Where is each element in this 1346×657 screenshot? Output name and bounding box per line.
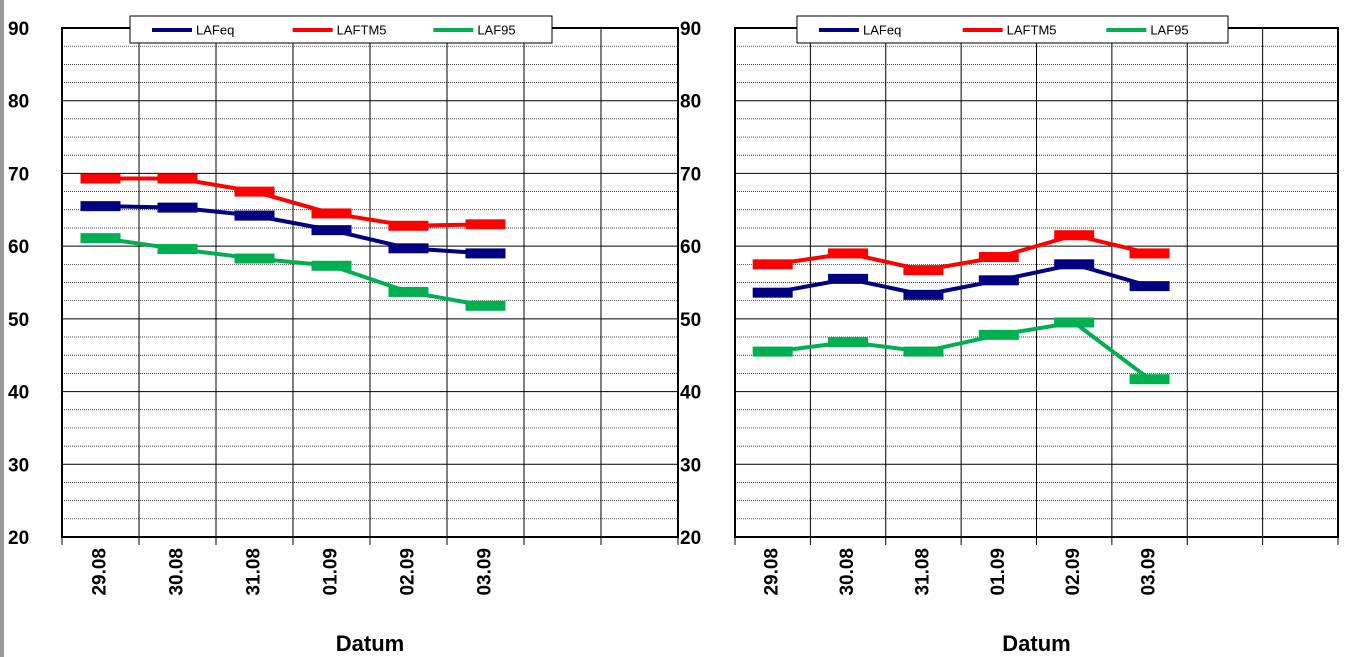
- marker: [1129, 248, 1170, 259]
- x-tick-label: 03.09: [1139, 548, 1160, 596]
- marker: [978, 275, 1019, 286]
- y-tick-label: 70: [680, 164, 701, 185]
- y-tick-label: 30: [680, 455, 701, 476]
- marker: [1054, 230, 1095, 241]
- y-tick-label: 50: [8, 310, 29, 331]
- marker: [1054, 259, 1095, 270]
- legend-label: LAF95: [1150, 22, 1188, 37]
- x-tick-label: 31.08: [244, 548, 265, 596]
- marker: [465, 219, 506, 230]
- marker: [465, 300, 506, 311]
- marker: [234, 210, 275, 221]
- y-tick-label: 50: [680, 310, 701, 331]
- legend-label: LAFTM5: [1007, 22, 1057, 37]
- x-tick-label: 29.08: [762, 548, 783, 596]
- marker: [1129, 374, 1170, 385]
- marker: [157, 173, 198, 184]
- marker: [903, 346, 944, 357]
- marker: [388, 286, 429, 297]
- legend-label: LAFeq: [863, 22, 901, 37]
- x-tick-label: 01.09: [988, 548, 1009, 596]
- marker: [157, 202, 198, 213]
- y-tick-label: 70: [8, 164, 29, 185]
- x-tick-label: 30.08: [837, 548, 858, 596]
- marker: [752, 346, 793, 357]
- marker: [80, 233, 121, 244]
- marker: [234, 253, 275, 264]
- x-tick-label: 03.09: [475, 548, 496, 596]
- y-tick-label: 90: [680, 19, 701, 40]
- y-tick-label: 30: [8, 455, 29, 476]
- marker: [388, 243, 429, 254]
- y-tick-label: 80: [680, 92, 701, 113]
- marker: [157, 244, 198, 255]
- legend-box: [796, 15, 1229, 44]
- marker: [828, 337, 869, 348]
- x-tick-label: 30.08: [167, 548, 188, 596]
- legend-label: LAF95: [477, 22, 515, 37]
- x-tick-label: 01.09: [321, 548, 342, 596]
- legend-box: [129, 15, 553, 44]
- marker: [80, 173, 121, 184]
- marker: [388, 220, 429, 231]
- marker: [465, 248, 506, 259]
- y-tick-label: 40: [680, 383, 701, 404]
- y-tick-label: 60: [680, 237, 701, 258]
- y-tick-label: 20: [680, 528, 701, 549]
- x-tick-label: 02.09: [398, 548, 419, 596]
- y-tick-label: 40: [8, 383, 29, 404]
- legend-label: LAFTM5: [337, 22, 387, 37]
- x-tick-label: 02.09: [1063, 548, 1084, 596]
- marker: [828, 248, 869, 259]
- marker: [1129, 281, 1170, 292]
- y-tick-label: 80: [8, 92, 29, 113]
- marker: [311, 260, 352, 271]
- marker: [80, 201, 121, 212]
- marker: [828, 273, 869, 284]
- y-tick-label: 20: [8, 528, 29, 549]
- marker: [978, 252, 1019, 263]
- y-tick-label: 60: [8, 237, 29, 258]
- x-axis-title: Datum: [336, 631, 404, 656]
- left-border: [0, 0, 4, 657]
- marker: [903, 265, 944, 276]
- x-axis-title: Datum: [1002, 631, 1070, 656]
- marker: [752, 287, 793, 298]
- marker: [234, 186, 275, 197]
- marker: [903, 289, 944, 300]
- marker: [311, 208, 352, 219]
- legend-label: LAFeq: [196, 22, 234, 37]
- x-tick-label: 31.08: [912, 548, 933, 596]
- marker: [1054, 317, 1095, 328]
- y-tick-label: 90: [8, 19, 29, 40]
- marker: [978, 329, 1019, 340]
- marker: [752, 259, 793, 270]
- x-tick-label: 29.08: [90, 548, 111, 596]
- marker: [311, 225, 352, 236]
